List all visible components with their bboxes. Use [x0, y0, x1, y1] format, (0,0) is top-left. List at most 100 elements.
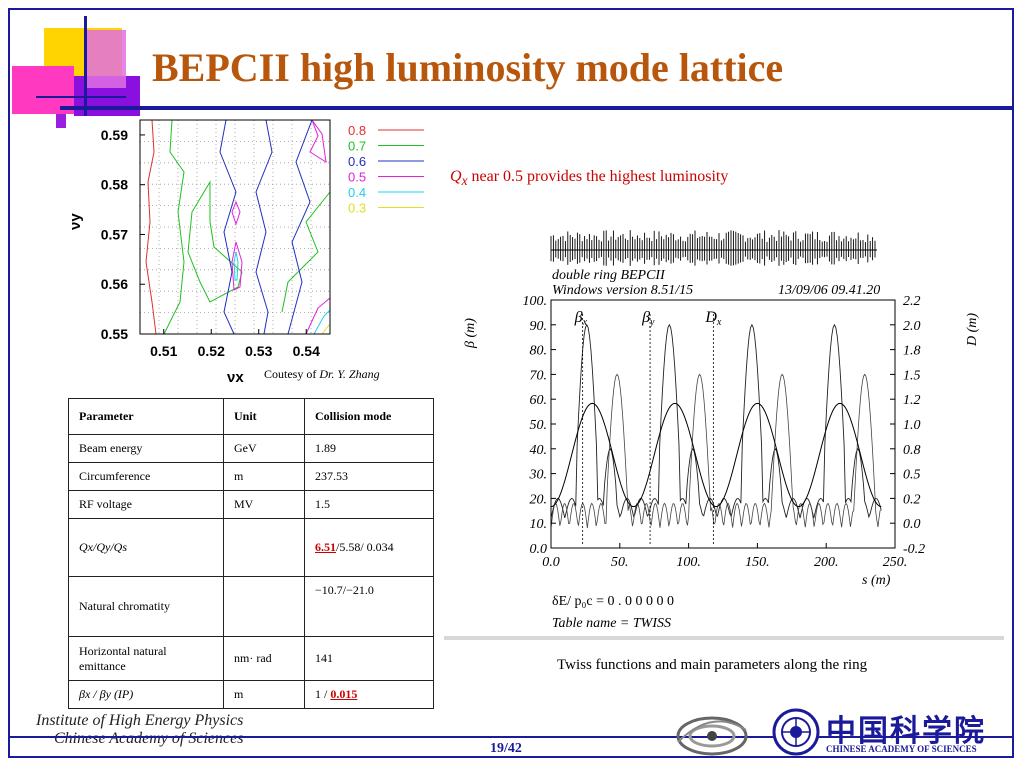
- slide-frame: [8, 8, 1014, 758]
- left-tick-label: 50.: [530, 418, 548, 433]
- series-label-symbol: β: [641, 309, 650, 326]
- contour-curve: [313, 309, 331, 335]
- table-row: Circumference m 237.53: [68, 462, 434, 491]
- contour-y-ticks: 0.55 0.56 0.57 0.58 0.59: [101, 127, 145, 342]
- footer-rule: [8, 736, 1014, 738]
- contour-curve: [281, 191, 331, 313]
- row-value: 6.51/5.58/ 0.034: [304, 518, 434, 577]
- value-prefix: 1 /: [315, 687, 331, 701]
- row-unit: [223, 518, 305, 577]
- contour-curve: [231, 241, 243, 291]
- twiss-functions-chart: double ring BEPCII Windows version 8.51/…: [463, 230, 980, 631]
- twiss-right-ticks: -0.2 0.0 0.2 0.5 0.8 1.0 1.2 1.5 1.8 2.0 2.2: [890, 294, 925, 557]
- contour-curve: [219, 119, 237, 335]
- right-tick-label: 0.2: [903, 492, 921, 507]
- left-tick-label: 100.: [523, 294, 548, 309]
- x-tick-label: 200.: [814, 555, 839, 570]
- row-unit: MV: [223, 490, 305, 519]
- contour-lines: [145, 119, 331, 335]
- cas-emblem-icon: [772, 708, 820, 756]
- legend-label: 0.4: [348, 185, 366, 200]
- series-beta-x: [550, 323, 882, 519]
- left-tick-label: 10.: [530, 517, 548, 532]
- parameter-table: Parameter Unit Collision mode Beam energ…: [68, 398, 434, 709]
- twiss-header-date: 13/09/06 09.41.20: [778, 283, 880, 298]
- row-param: βx / βy (IP): [68, 680, 224, 709]
- right-tick-label: -0.2: [903, 542, 925, 557]
- twiss-x-axis-label: s (m): [862, 573, 891, 588]
- series-label-symbol: D: [704, 309, 717, 326]
- lattice-element-bar: [550, 230, 877, 266]
- highlight-value: 0.015: [330, 687, 358, 701]
- row-param: Circumference: [68, 462, 224, 491]
- series-label: Dx: [704, 309, 722, 328]
- row-param: Horizontal natural emittance: [68, 636, 224, 681]
- page-number: 19/42: [490, 741, 522, 756]
- twiss-lines: [550, 314, 882, 544]
- left-tick-label: 40.: [530, 443, 548, 458]
- right-tick-label: 1.0: [903, 418, 921, 433]
- decor-violet-square: [56, 114, 66, 128]
- table-header-parameter: Parameter: [68, 398, 224, 435]
- twiss-header-line2: Windows version 8.51/15: [552, 283, 693, 298]
- twiss-footer-line1: δE/ p₀c = 0 . 0 0 0 0 0: [552, 594, 674, 609]
- table-header-row: Parameter Unit Collision mode: [68, 398, 434, 435]
- series-label: βx: [574, 309, 588, 328]
- row-value: 237.53: [304, 462, 434, 491]
- contour-x-ticks: 0.51 0.52 0.53 0.54: [150, 329, 320, 359]
- contour-curve: [255, 119, 273, 335]
- left-tick-label: 90.: [530, 319, 548, 334]
- row-unit: GeV: [223, 434, 305, 463]
- right-tick-label: 2.0: [903, 319, 921, 334]
- right-tick-label: 0.5: [903, 468, 921, 483]
- value-rest: /5.58/ 0.034: [336, 540, 394, 554]
- x-tick-label: 250.: [883, 555, 908, 570]
- row-param: Qx/Qy/Qs: [68, 518, 224, 577]
- twiss-right-axis-label: D (m): [965, 313, 980, 347]
- row-unit: m: [223, 680, 305, 709]
- note-text: near 0.5 provides the highest luminosity: [467, 168, 729, 185]
- twiss-left-axis-label: β (m): [463, 318, 478, 349]
- legend-label: 0.3: [348, 201, 366, 216]
- tune-scan-contour-chart: 0.55 0.56 0.57 0.58 0.59 0.51 0.52 0.53 0.54 νy…: [67, 119, 424, 386]
- row-value: 1.89: [304, 434, 434, 463]
- left-tick-label: 20.: [530, 492, 548, 507]
- y-tick-label: 0.56: [101, 276, 128, 292]
- series-label-subscript: y: [649, 317, 655, 328]
- institute-line2: Chinese Academy of Sciences: [54, 730, 244, 747]
- note-subscript: x: [461, 173, 468, 189]
- luminosity-note: Qx near 0.5 provides the highest luminos…: [450, 168, 728, 189]
- institute-name: Institute of High Energy Physics Chinese…: [36, 712, 243, 748]
- table-row: Horizontal natural emittance nm· rad 141: [68, 636, 434, 681]
- contour-plot-area: [139, 119, 331, 335]
- legend-label: 0.6: [348, 154, 366, 169]
- x-tick-label: 0.51: [150, 343, 177, 359]
- contour-x-axis-label: νx: [227, 369, 244, 386]
- left-tick-label: 0.0: [530, 542, 548, 557]
- legend-label: 0.5: [348, 170, 366, 185]
- y-tick-label: 0.55: [101, 326, 128, 342]
- twiss-footer-line2: Table name = TWISS: [552, 616, 671, 631]
- title-underline: [60, 106, 1014, 110]
- left-tick-label: 30.: [529, 468, 548, 483]
- legend-label: 0.7: [348, 139, 366, 154]
- twiss-series-labels: βx βy Dx: [574, 309, 722, 328]
- row-value: 1.5: [304, 490, 434, 519]
- series-label-subscript: x: [582, 317, 588, 328]
- left-tick-label: 80.: [530, 344, 548, 359]
- ihep-logo-icon: [676, 716, 748, 756]
- contour-y-axis-label: νy: [67, 213, 84, 230]
- table-row: Natural chromatity −10.7/−21.0: [68, 576, 434, 637]
- table-row: Beam energy GeV 1.89: [68, 434, 434, 463]
- table-row: Qx/Qy/Qs 6.51/5.58/ 0.034: [68, 518, 434, 577]
- right-tick-label: 1.5: [903, 368, 921, 383]
- slide-title: BEPCII high luminosity mode lattice: [152, 45, 784, 90]
- chart-caption: Twiss functions and main parameters alon…: [557, 657, 868, 673]
- series-label-symbol: β: [574, 309, 583, 326]
- right-tick-label: 0.0: [903, 517, 921, 532]
- courtesy-note: Coutesy of Dr. Y. Zhang: [264, 367, 380, 382]
- contour-curve: [163, 119, 185, 335]
- y-tick-label: 0.58: [101, 177, 128, 193]
- series-label: βy: [641, 309, 655, 328]
- row-value: 1 / 0.015: [304, 680, 434, 709]
